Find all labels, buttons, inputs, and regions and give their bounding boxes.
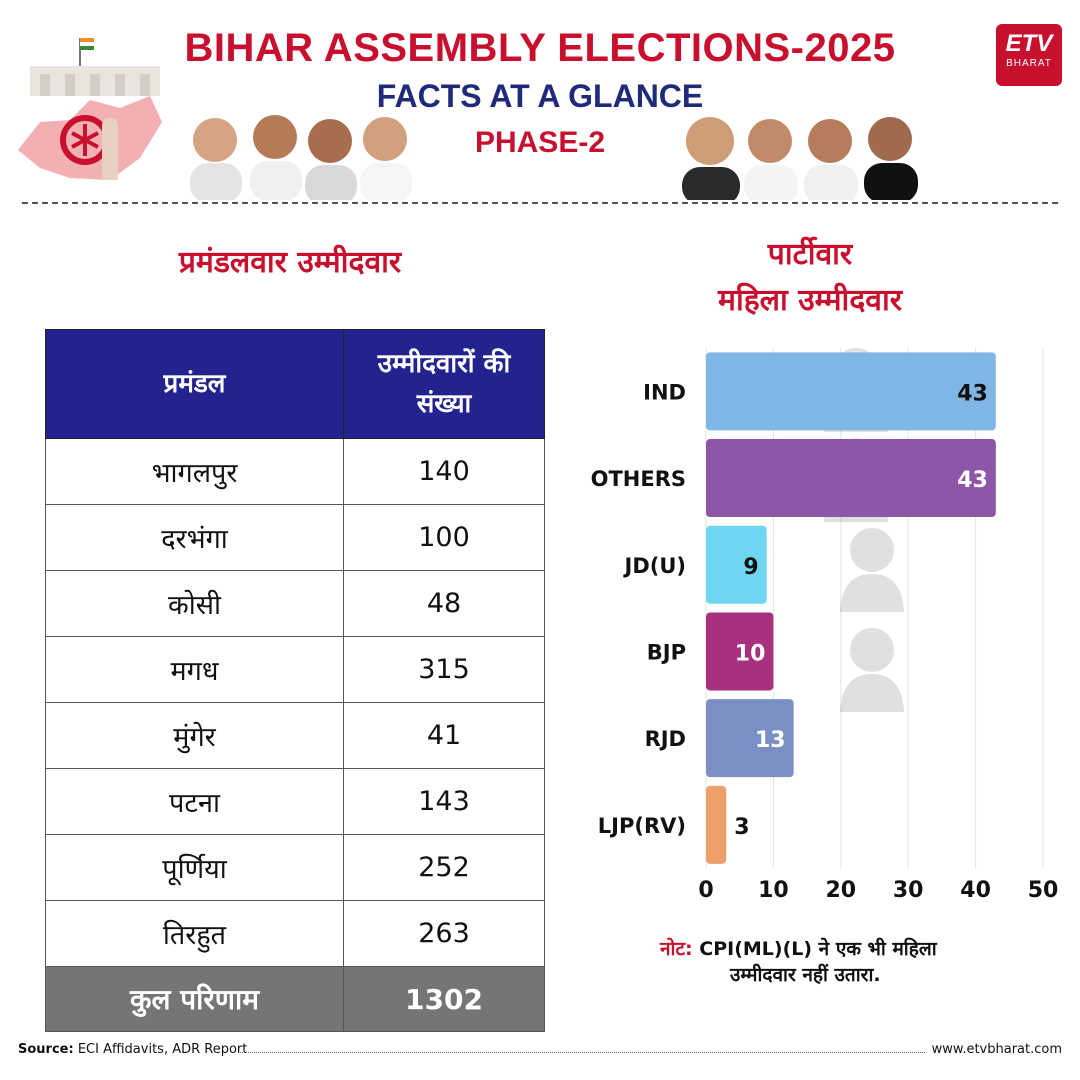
candidate-count: 48	[343, 570, 545, 637]
division-name: दरभंगा	[45, 504, 344, 571]
bar-ind	[706, 352, 996, 431]
table-header-row: प्रमंडल उम्मीदवारों की संख्या	[45, 329, 545, 439]
candidate-count: 315	[343, 636, 545, 703]
header-divider	[22, 202, 1058, 204]
leader-photos-left	[190, 115, 412, 200]
table-row: पूर्णिया 252	[45, 834, 545, 901]
party-section-title-line1: पार्टीवार	[767, 237, 853, 272]
party-section-title-line2: महिला उम्मीदवार	[718, 283, 902, 318]
category-label: RJD	[645, 727, 686, 751]
leader-photos-right	[682, 117, 918, 200]
bar-ljprv	[706, 785, 727, 864]
division-name: मुंगेर	[45, 702, 344, 769]
data-label: 10	[735, 641, 766, 666]
x-tick-label: 40	[960, 878, 991, 903]
table-row: मगध 315	[45, 636, 545, 703]
candidate-count: 263	[343, 900, 545, 967]
footer-divider	[240, 1052, 925, 1053]
source-text: ECI Affidavits, ADR Report	[77, 1042, 248, 1057]
division-name: मगध	[45, 636, 344, 703]
total-value: 1302	[343, 966, 545, 1032]
women-candidates-bar-chart: 0 10 20 30 40 50 IND 43 OTHERS 43 JD(U) 9 BJP 10 RJD 13…	[591, 348, 1059, 903]
phase-label: PHASE-2	[474, 126, 606, 159]
x-tick-label: 20	[825, 878, 856, 903]
division-section-title: प्रमंडलवार उम्मीदवार	[178, 245, 402, 280]
note-text-line2: उम्मीदवार नहीं उतारा.	[730, 964, 881, 986]
bar-jdu	[706, 525, 767, 604]
table-row: तिरहुत 263	[45, 900, 545, 967]
x-tick-label: 0	[698, 878, 713, 903]
data-label: 9	[743, 555, 758, 580]
division-name: पटना	[45, 768, 344, 835]
column-header-count: उम्मीदवारों की संख्या	[343, 329, 545, 439]
category-label: OTHERS	[591, 467, 686, 491]
candidate-count: 140	[343, 438, 545, 505]
party-section-title: पार्टीवार महिला उम्मीदवार	[590, 232, 1030, 324]
logo-text: ETV	[1005, 30, 1053, 57]
woman-figure-icon	[840, 574, 904, 612]
note-text-line1: CPI(ML)(L) ने एक भी महिला	[699, 938, 937, 960]
bar-rjd	[706, 699, 794, 778]
candidate-count: 252	[343, 834, 545, 901]
division-name: पूर्णिया	[45, 834, 344, 901]
x-tick-label: 50	[1028, 878, 1059, 903]
table-row: भागलपुर 140	[45, 438, 545, 505]
bar-others	[706, 439, 996, 518]
data-label: 13	[755, 728, 786, 753]
candidate-count: 143	[343, 768, 545, 835]
woman-figure-icon	[840, 674, 904, 712]
candidate-count: 41	[343, 702, 545, 769]
subtitle: FACTS AT A GLANCE	[376, 78, 704, 114]
division-name: तिरहुत	[45, 900, 344, 967]
table-row: कोसी 48	[45, 570, 545, 637]
bihar-map-illustration	[18, 38, 162, 180]
division-table: प्रमंडल उम्मीदवारों की संख्या भागलपुर 140…	[45, 329, 545, 1032]
x-tick-label: 10	[758, 878, 789, 903]
table-body: भागलपुर 140 दरभंगा 100 कोसी 48 मगध 315 मुंगेर 41 प…	[45, 438, 545, 1032]
data-label: 43	[957, 381, 988, 406]
x-tick-label: 30	[893, 878, 924, 903]
note: नोट: CPI(ML)(L) ने एक भी महिला उम्मीदवार…	[660, 936, 1060, 988]
division-name: कोसी	[45, 570, 344, 637]
logo-subtext: BHARAT	[1006, 58, 1052, 69]
woman-figure-icon	[850, 528, 894, 572]
main-title: BIHAR ASSEMBLY ELECTIONS-2025	[184, 26, 896, 70]
note-label: नोट:	[660, 938, 693, 960]
category-label: BJP	[647, 640, 686, 664]
table-row: दरभंगा 100	[45, 504, 545, 571]
category-label: LJP(RV)	[598, 814, 686, 838]
column-header-division: प्रमंडल	[45, 329, 344, 439]
data-label: 43	[957, 468, 988, 493]
data-label: 3	[734, 815, 749, 840]
category-label: IND	[643, 380, 686, 404]
woman-figure-icon	[850, 628, 894, 672]
etv-bharat-logo: ETV BHARAT	[996, 24, 1062, 86]
bar-bjp	[706, 612, 774, 691]
candidate-count: 100	[343, 504, 545, 571]
source-label: Source:	[18, 1042, 74, 1057]
total-label: कुल परिणाम	[45, 966, 344, 1032]
header: BIHAR ASSEMBLY ELECTIONS-2025 FACTS AT A…	[0, 0, 1080, 210]
table-row: पटना 143	[45, 768, 545, 835]
total-row: कुल परिणाम 1302	[45, 966, 545, 1032]
table-row: मुंगेर 41	[45, 702, 545, 769]
category-label: JD(U)	[623, 554, 687, 578]
division-name: भागलपुर	[45, 438, 344, 505]
source: Source: ECI Affidavits, ADR Report	[18, 1042, 247, 1057]
website-url: www.etvbharat.com	[931, 1042, 1062, 1057]
